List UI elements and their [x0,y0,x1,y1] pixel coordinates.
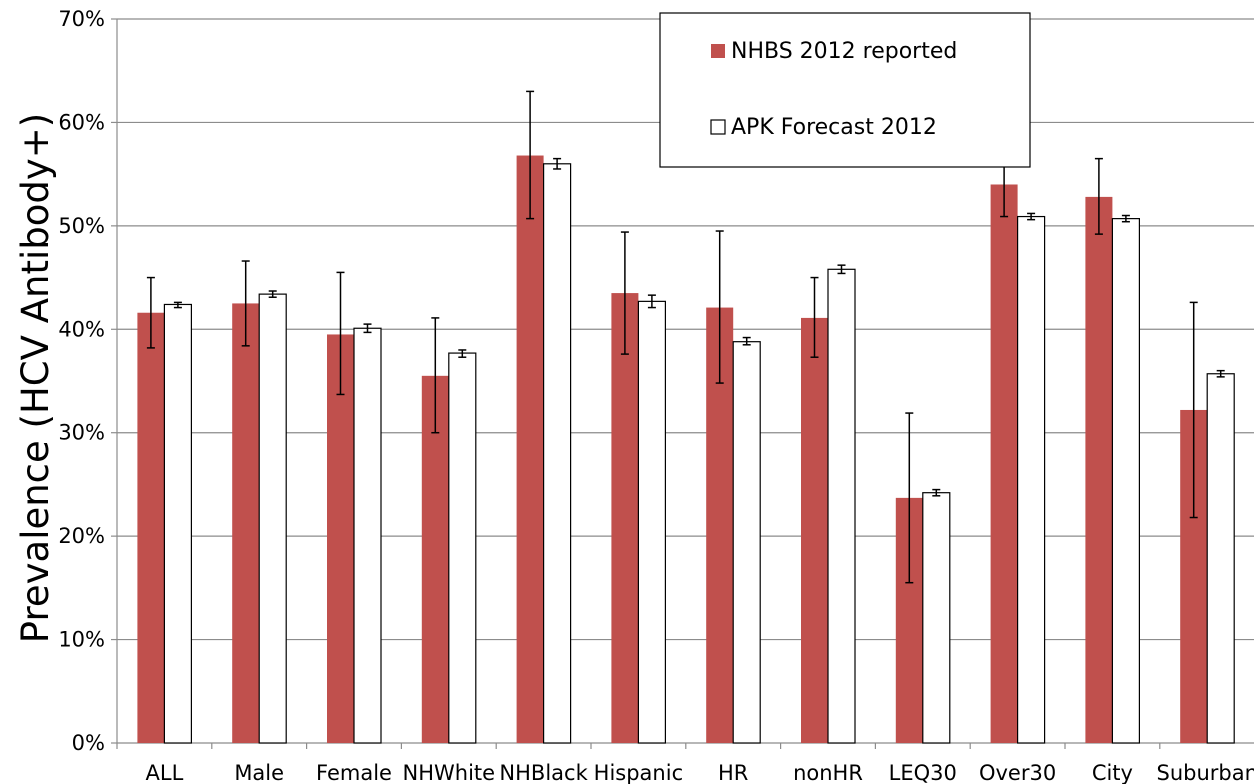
legend-label-nhbs: NHBS 2012 reported [731,39,957,64]
bar-nhbs [327,334,354,743]
y-tick-label: 10% [58,628,105,652]
bar-nhbs [137,312,165,743]
legend: NHBS 2012 reported APK Forecast 2012 [659,12,1031,168]
x-tick-label: ALL [146,761,184,784]
axes [111,18,1254,749]
error-bar [1121,214,1130,223]
error-bar [363,323,372,334]
error-bar [553,157,562,170]
y-tick-label: 30% [58,421,105,445]
bar-nhbs [232,303,260,743]
x-tick-label: City [1092,761,1133,784]
bar-apk [163,303,192,744]
y-tick-label: 60% [58,110,105,134]
error-bar [458,349,467,358]
x-tick-label: Over30 [979,761,1056,784]
bar-apk [732,341,761,744]
error-bar [241,260,250,347]
x-tick-label: Suburban [1156,761,1254,784]
bars [137,155,1235,744]
error-bar [932,488,941,497]
bar-nhbs [990,184,1018,743]
error-bar [1216,369,1225,378]
error-bar [742,336,751,346]
x-tick-label: NHWhite [403,761,496,784]
legend-box [659,12,1031,168]
error-bar [1189,301,1198,519]
bar-nhbs [1085,196,1113,743]
bar-nhbs [421,375,449,743]
y-tick-label: 70% [58,7,105,31]
y-tick-label: 50% [58,214,105,238]
bar-nhbs [516,155,544,744]
error-bar [715,230,724,384]
x-tick-label: Male [234,761,284,784]
axis-labels: 0% 10% 20% 30% 40% 50% 60% 70% ALL Male Female NHWh… [58,7,1254,784]
bar-nhbs [611,293,639,743]
x-tick-label: Female [316,761,392,784]
bar-nhbs [801,317,828,743]
error-bar [146,276,155,349]
error-bar [526,90,535,220]
error-bar [1027,212,1036,221]
error-bar [810,276,819,358]
bar-apk [448,352,477,744]
error-bar [336,271,345,396]
legend-label-apk: APK Forecast 2012 [731,115,937,140]
error-bar [837,264,846,275]
y-tick-label: 20% [58,524,105,548]
bar-apk [1111,218,1141,744]
bar-apk [922,492,951,744]
bar-apk [353,327,382,744]
error-bar [268,290,277,298]
bar-apk [827,268,856,744]
y-tick-label: 0% [72,731,105,755]
x-tick-label: NHBlack [499,761,588,784]
error-bar [905,412,914,584]
legend-swatch-nhbs [711,44,725,58]
error-bar [431,317,440,434]
error-bar [647,294,656,309]
error-bar [173,301,182,309]
x-tick-label: LEQ30 [889,761,957,784]
x-tick-label: Hispanic [594,761,683,784]
y-axis-label: Prevalence (HCV Antibody+) [14,113,57,643]
x-tick-label: nonHR [793,761,863,784]
bar-apk [637,300,667,744]
error-bar [620,231,629,355]
bar-apk [542,163,572,744]
bar-apk [1206,373,1235,744]
x-tick-label: HR [718,761,748,784]
error-bar [1094,157,1103,235]
y-tick-label: 40% [58,317,105,341]
bar-apk [1016,215,1046,744]
legend-swatch-apk [710,119,726,135]
bar-apk [258,293,287,744]
